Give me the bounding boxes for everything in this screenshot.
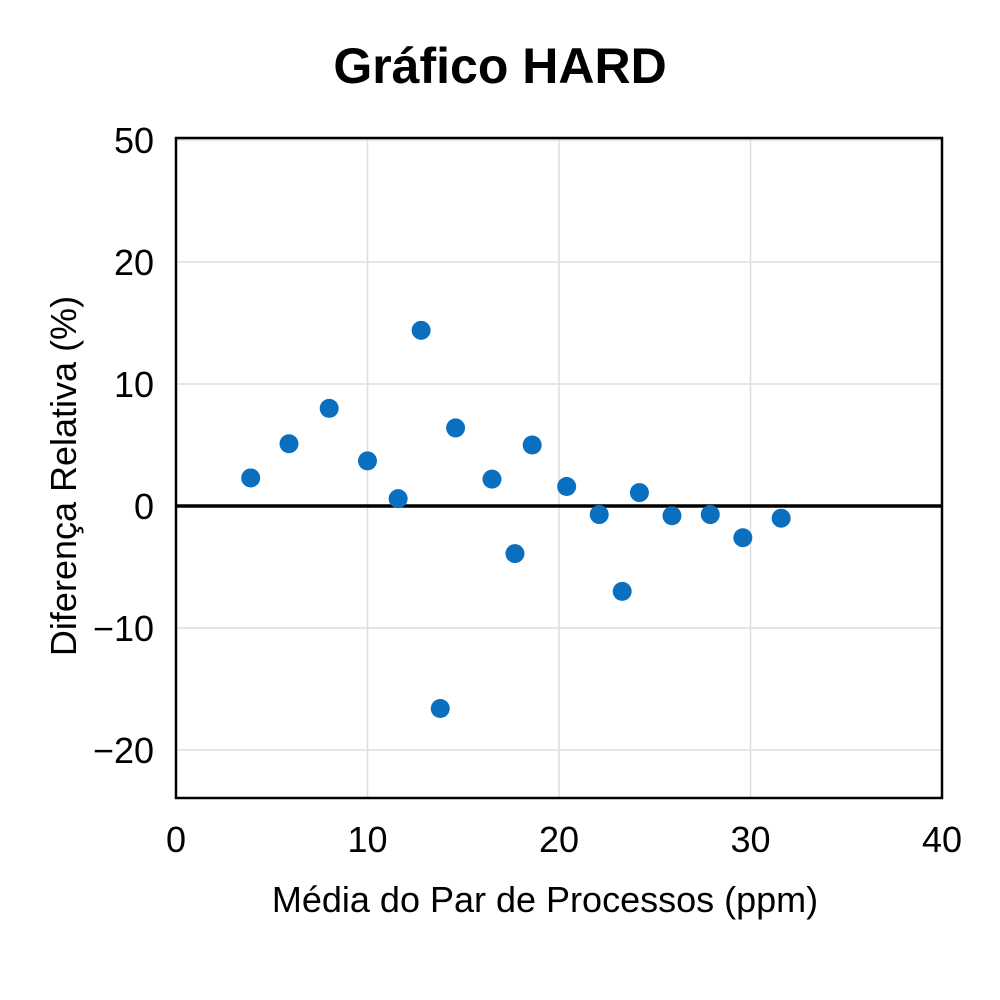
data-point	[279, 434, 299, 454]
x-tick-label: 20	[539, 819, 579, 860]
y-tick-label: −20	[93, 730, 154, 771]
plot-frame	[174, 136, 944, 800]
chart-title: Gráfico HARD	[333, 38, 667, 94]
x-tick-labels: 0 10 20 30 40	[166, 819, 962, 860]
data-point	[319, 398, 339, 418]
data-point	[446, 418, 466, 438]
data-points	[241, 320, 791, 719]
data-point	[612, 581, 632, 601]
data-point	[733, 528, 753, 548]
data-point	[430, 699, 450, 719]
x-tick-label: 0	[166, 819, 186, 860]
data-point	[700, 505, 720, 525]
data-point	[771, 508, 791, 528]
x-axis-label: Média do Par de Processos (ppm)	[272, 879, 818, 920]
data-point	[358, 451, 377, 471]
y-tick-label: 0	[134, 486, 154, 527]
data-point	[505, 544, 525, 564]
data-point	[241, 468, 261, 488]
data-point	[662, 506, 682, 526]
data-point	[557, 476, 577, 496]
data-point	[388, 489, 408, 509]
y-tick-label: 20	[114, 242, 154, 283]
data-point	[411, 320, 431, 340]
y-tick-label: −10	[93, 608, 154, 649]
data-point	[589, 505, 609, 525]
data-point	[522, 435, 542, 455]
data-point	[629, 483, 649, 503]
y-tick-labels: 50 20 10 0 −10 −20	[93, 120, 154, 771]
x-tick-label: 30	[730, 819, 770, 860]
y-tick-label: 10	[114, 364, 154, 405]
grid-lines	[176, 138, 942, 798]
data-point	[482, 469, 502, 489]
x-tick-label: 40	[922, 819, 962, 860]
x-tick-label: 10	[347, 819, 387, 860]
y-axis-label: Diferença Relativa (%)	[43, 296, 84, 656]
y-tick-label: 50	[114, 120, 154, 161]
